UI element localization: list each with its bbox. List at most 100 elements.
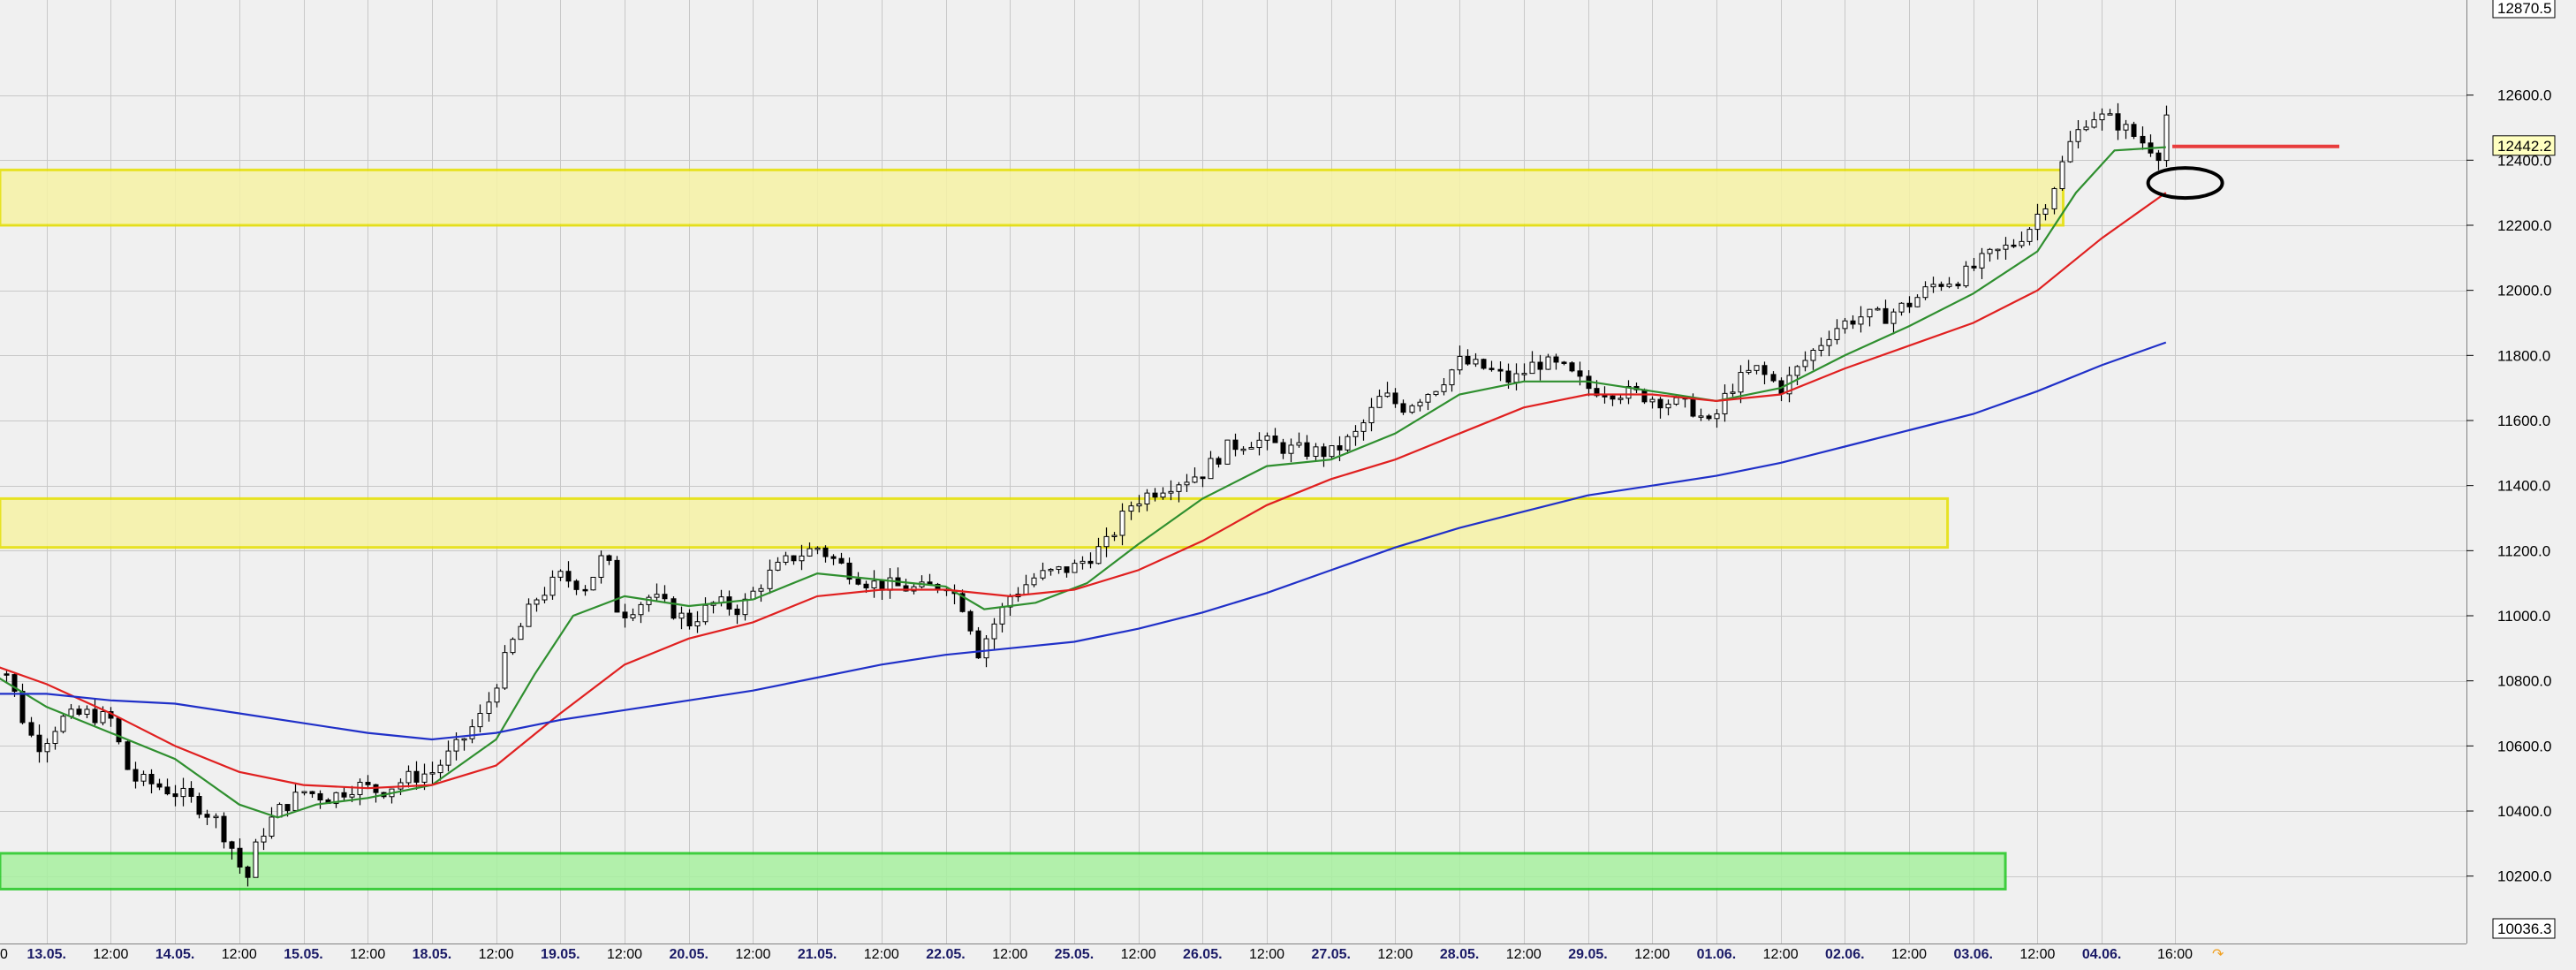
candle-body bbox=[1826, 338, 1832, 346]
candle-body bbox=[1537, 361, 1543, 370]
time-tick-label: 20.05. bbox=[669, 947, 708, 962]
candle-body bbox=[991, 623, 997, 640]
candle-body bbox=[1232, 439, 1239, 451]
candle-body bbox=[1264, 436, 1270, 441]
candle-body bbox=[1103, 535, 1110, 548]
candle-body bbox=[1641, 389, 1648, 403]
candle-body bbox=[1080, 560, 1086, 565]
candle-body bbox=[1802, 360, 1808, 368]
candle-body bbox=[1072, 563, 1078, 573]
time-tick-label: 12:00 bbox=[735, 947, 770, 962]
candle-body bbox=[903, 585, 909, 592]
candle-body bbox=[967, 610, 974, 632]
candle-body bbox=[838, 557, 845, 564]
candle-body bbox=[1119, 511, 1125, 536]
price-tick-label: 10800.0 bbox=[2497, 673, 2551, 690]
candle-body bbox=[2051, 188, 2057, 209]
annotations bbox=[2146, 144, 2340, 201]
candle-body bbox=[92, 709, 98, 724]
plot-background bbox=[0, 0, 2466, 943]
price-tick-label: 12200.0 bbox=[2497, 217, 2551, 234]
time-tick-label: 18.05. bbox=[413, 947, 451, 962]
candle-body bbox=[261, 835, 267, 843]
candle-body bbox=[1906, 302, 1913, 307]
candle-body bbox=[638, 603, 644, 616]
candle-body bbox=[229, 841, 235, 849]
time-axis[interactable]: 0 13.05. 12:00 14.05. 12:00 15.05. 12:00 18.05.… bbox=[0, 943, 2466, 966]
time-tick-label: 12:00 bbox=[1634, 947, 1670, 962]
candle-body bbox=[606, 555, 612, 561]
candle-body bbox=[1810, 349, 1816, 361]
candle-body bbox=[1818, 345, 1824, 351]
time-tick-label: 28.05. bbox=[1440, 947, 1479, 962]
candle-body bbox=[1850, 320, 1856, 325]
candle-body bbox=[2091, 119, 2097, 128]
candle-body bbox=[694, 621, 701, 627]
time-tick-label: 12:00 bbox=[2019, 947, 2055, 962]
candle-body bbox=[1505, 370, 1512, 383]
candle-body bbox=[1922, 286, 1928, 299]
moving-averages bbox=[0, 146, 2167, 819]
time-tick-label: 19.05. bbox=[541, 947, 580, 962]
candle-body bbox=[573, 580, 580, 590]
candle-body bbox=[565, 571, 572, 582]
candle-body bbox=[1064, 566, 1070, 573]
candle-body bbox=[622, 611, 628, 618]
candle-body bbox=[1722, 392, 1728, 414]
time-tick-label: 25.05. bbox=[1055, 947, 1094, 962]
candle-body bbox=[846, 562, 852, 580]
candle-body bbox=[1946, 284, 1952, 287]
candle-body bbox=[2042, 208, 2049, 215]
candle-body bbox=[1690, 398, 1696, 417]
candle-body bbox=[405, 770, 412, 784]
candle-body bbox=[1417, 401, 1423, 406]
candle-body bbox=[461, 738, 467, 741]
candle-body bbox=[1192, 476, 1198, 483]
candle-body bbox=[317, 792, 323, 800]
candle-body bbox=[502, 652, 508, 689]
candle-body bbox=[445, 750, 451, 766]
candle-body bbox=[1409, 405, 1415, 413]
candle-body bbox=[1955, 284, 1961, 287]
candle-body bbox=[1521, 373, 1527, 375]
candle-body bbox=[2083, 126, 2089, 131]
candle-body bbox=[742, 598, 748, 616]
candle-body bbox=[654, 594, 660, 598]
candle-body bbox=[301, 791, 307, 794]
candle-body bbox=[421, 773, 428, 783]
candle-body bbox=[2156, 152, 2162, 162]
candle-body bbox=[767, 569, 773, 589]
candle-body bbox=[702, 604, 708, 623]
candle-body bbox=[1280, 442, 1286, 454]
scale-top-label: 12870.5 bbox=[2497, 0, 2551, 17]
price-axis[interactable]: 12600.0 12400.0 12200.0 12000.0 11800.0 11600… bbox=[2466, 0, 2576, 966]
candle-body bbox=[1754, 365, 1760, 371]
time-tick-label: 03.06. bbox=[1953, 947, 1992, 962]
candle-body bbox=[100, 711, 106, 724]
time-tick-label: 21.05. bbox=[798, 947, 837, 962]
candle-body bbox=[855, 579, 861, 585]
candle-body bbox=[1914, 297, 1921, 307]
candle-body bbox=[1449, 369, 1455, 386]
candle-body bbox=[1714, 413, 1720, 420]
candle-body bbox=[510, 639, 516, 654]
candle-body bbox=[1095, 546, 1102, 565]
candle-body bbox=[277, 804, 283, 818]
candle-body bbox=[2115, 113, 2121, 131]
candle-body bbox=[2034, 213, 2041, 231]
candle-body bbox=[1352, 430, 1359, 437]
candle-body bbox=[1657, 398, 1663, 409]
candle-body bbox=[1649, 398, 1655, 403]
candle-body bbox=[1256, 439, 1262, 449]
time-tick-label: 02.06. bbox=[1825, 947, 1864, 962]
candle-body bbox=[582, 588, 588, 592]
candle-body bbox=[1706, 415, 1712, 420]
candle-body bbox=[156, 783, 163, 788]
candle-body bbox=[1875, 307, 1881, 311]
candle-body bbox=[2131, 124, 2137, 137]
scale-top-label-box bbox=[2492, 0, 2556, 19]
time-tick-label: 12:00 bbox=[1249, 947, 1284, 962]
candle-body bbox=[630, 614, 636, 618]
